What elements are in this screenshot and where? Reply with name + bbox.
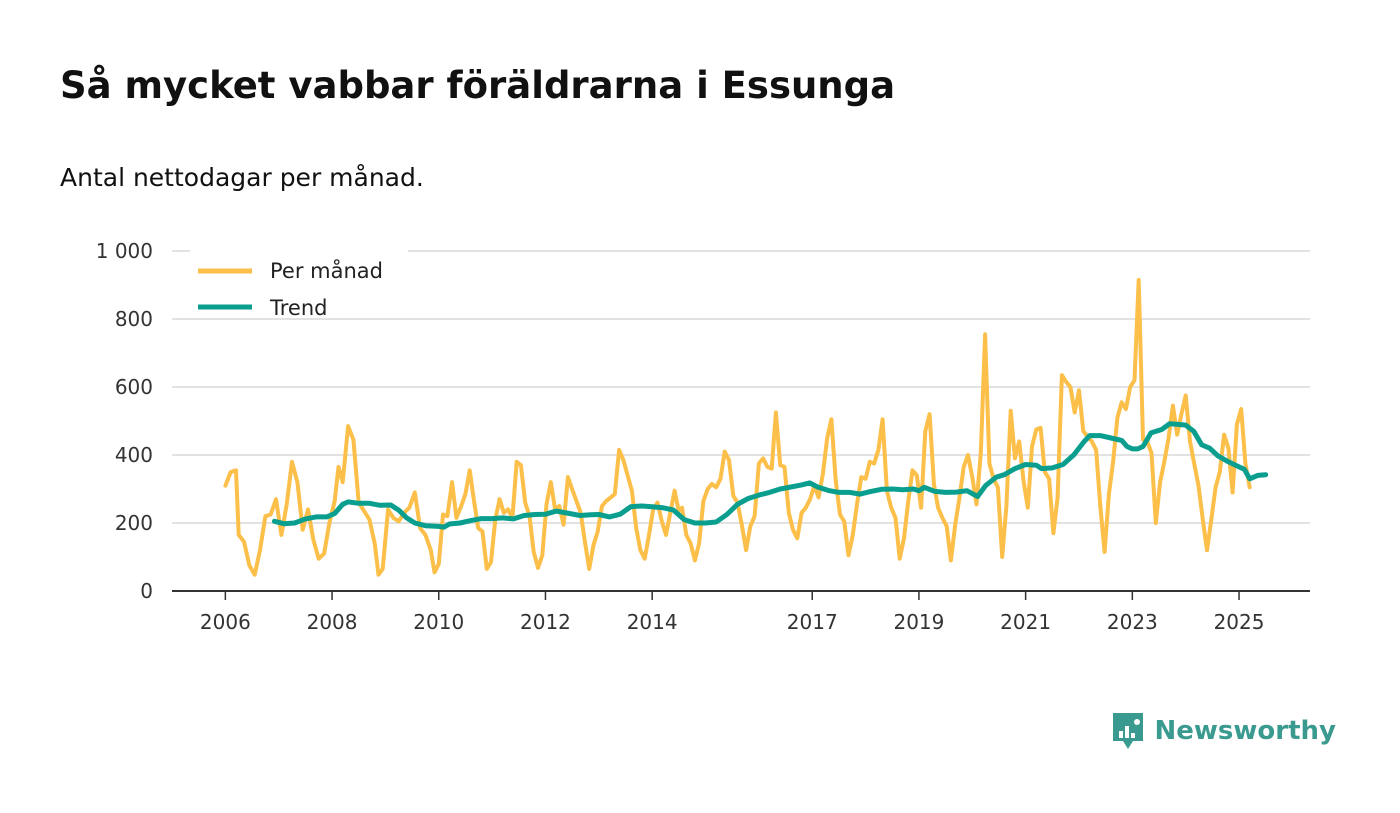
series-lines (223, 277, 1269, 577)
chart-title: Så mycket vabbar föräldrarna i Essunga (60, 64, 896, 107)
y-tick-label: 800 (115, 307, 153, 331)
x-tick-label: 2010 (413, 610, 464, 634)
y-tick-label: 0 (140, 579, 153, 603)
legend-label-trend: Trend (269, 296, 327, 320)
x-tick-label: 2017 (787, 610, 838, 634)
legend: Per månad Trend (190, 250, 408, 320)
brand-name: Newsworthy (1154, 716, 1336, 746)
x-tick-label: 2014 (627, 610, 678, 634)
legend-label-per-manad: Per månad (270, 258, 383, 283)
series-line-trend (271, 421, 1269, 530)
x-tick-label: 2008 (307, 610, 358, 634)
series-line-per-manad (223, 277, 1252, 577)
y-axis: 0 200 400 600 800 1 000 (96, 239, 153, 603)
y-tick-label: 600 (115, 375, 153, 399)
x-axis: 2006 2008 2010 2012 2014 2017 2019 2021 2023 2025 (172, 590, 1310, 634)
x-tick-label: 2019 (893, 610, 944, 634)
x-tick-label: 2012 (520, 610, 571, 634)
y-tick-label: 400 (115, 443, 153, 467)
newsworthy-logo-icon (1112, 713, 1143, 749)
x-tick-label: 2023 (1107, 610, 1158, 634)
x-tick-label: 2021 (1000, 610, 1051, 634)
x-tick-label: 2025 (1214, 610, 1265, 634)
y-tick-label: 200 (115, 511, 153, 535)
y-tick-label: 1 000 (96, 239, 153, 263)
x-tick-label: 2006 (200, 610, 251, 634)
chart-subtitle: Antal nettodagar per månad. (60, 163, 424, 192)
newsworthy-logo: Newsworthy (1111, 711, 1336, 751)
